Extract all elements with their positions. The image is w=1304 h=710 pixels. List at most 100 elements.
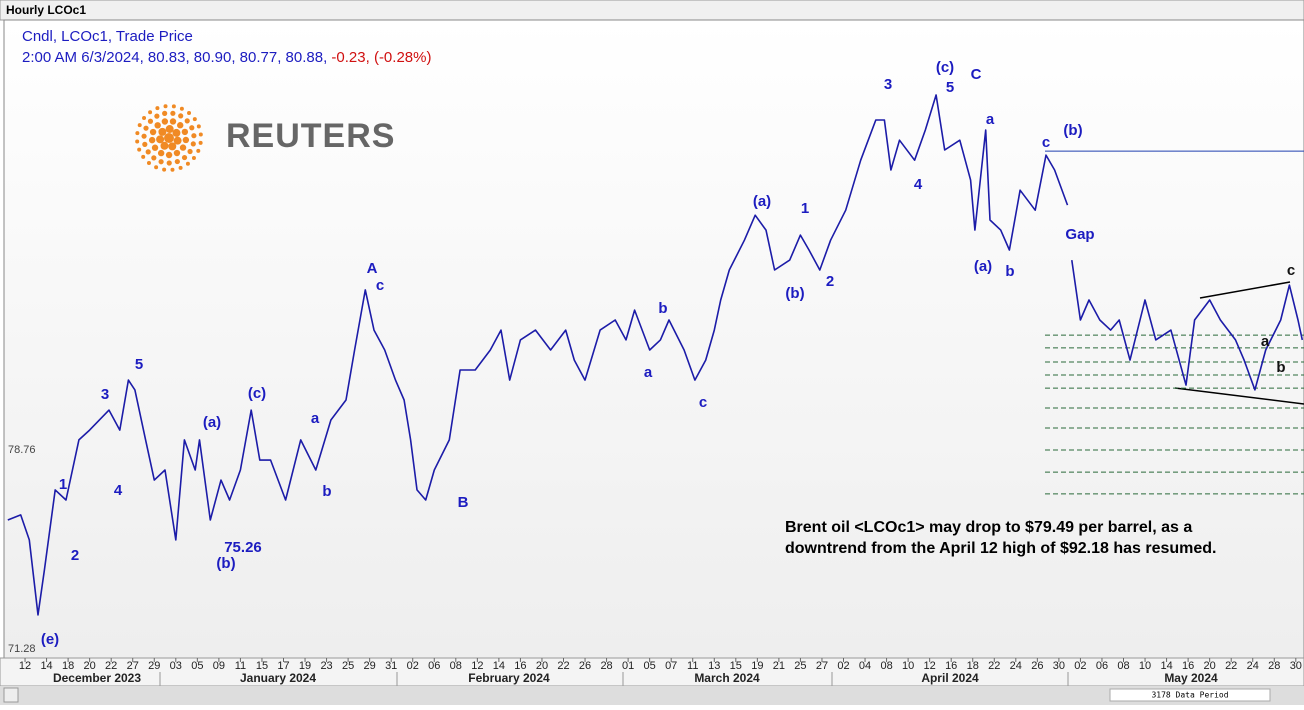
x-tick-label: 25 xyxy=(342,660,354,672)
x-tick-label: 06 xyxy=(1096,660,1108,672)
wave-label: (a) xyxy=(974,258,992,275)
x-tick-label: 15 xyxy=(256,660,268,672)
trend-line xyxy=(1199,281,1291,299)
x-tick-label: 05 xyxy=(191,660,203,672)
wave-label: b xyxy=(658,300,667,317)
x-tick-label: 25 xyxy=(794,660,806,672)
scroll-button[interactable] xyxy=(3,687,19,703)
wave-label: 4 xyxy=(114,482,123,499)
logo-dot xyxy=(168,142,177,151)
wave-label: (b) xyxy=(216,555,235,572)
trend-line xyxy=(1174,387,1304,405)
wave-label: C xyxy=(971,66,982,83)
logo-text: REUTERS xyxy=(226,117,395,155)
logo-dot xyxy=(142,141,148,147)
month-label: December 2023 xyxy=(53,671,141,685)
logo-dot xyxy=(184,118,190,124)
logo-dot xyxy=(141,154,146,159)
logo-dot xyxy=(151,155,157,161)
wave-label: (c) xyxy=(936,59,954,76)
logo-dot xyxy=(161,118,169,125)
x-tick-label: 08 xyxy=(880,660,892,672)
logo-dot xyxy=(137,147,142,152)
logo-dot xyxy=(178,113,184,119)
wave-label: (a) xyxy=(203,414,221,431)
x-tick-label: 22 xyxy=(988,660,1000,672)
y-tick-label: 71.28 xyxy=(8,643,36,655)
logo-dot xyxy=(170,167,175,172)
logo-dot xyxy=(189,125,195,131)
window-title: Hourly LCOc1 xyxy=(6,3,86,17)
logo-dot xyxy=(166,160,172,166)
wave-label: b xyxy=(1005,263,1014,280)
x-tick-label: 22 xyxy=(1225,660,1237,672)
logo-dot xyxy=(158,127,167,136)
x-tick-label: 26 xyxy=(579,660,591,672)
wave-label: a xyxy=(644,364,653,381)
logo-dot xyxy=(198,140,203,145)
logo-dot xyxy=(173,149,181,157)
x-tick-label: 27 xyxy=(127,660,139,672)
x-tick-label: 11 xyxy=(687,660,698,672)
x-tick-label: 04 xyxy=(859,660,871,672)
x-tick-label: 03 xyxy=(170,660,182,672)
x-tick-label: 13 xyxy=(708,660,720,672)
x-tick-label: 16 xyxy=(945,660,957,672)
logo-dot xyxy=(181,154,188,161)
logo-dot xyxy=(187,111,192,116)
logo-dot xyxy=(141,133,147,139)
logo-dot xyxy=(191,156,196,161)
x-tick-label: 12 xyxy=(924,660,936,672)
legend-quote: 2:00 AM 6/3/2024, 80.83, 80.90, 80.77, 8… xyxy=(22,49,431,66)
x-tick-label: 10 xyxy=(1139,660,1151,672)
wave-label: c xyxy=(1287,262,1295,279)
x-tick-label: 07 xyxy=(665,660,677,672)
x-tick-label: 27 xyxy=(816,660,828,672)
x-tick-label: 20 xyxy=(1204,660,1216,672)
logo-dot xyxy=(148,110,153,115)
x-tick-label: 19 xyxy=(299,660,311,672)
logo-dot xyxy=(135,139,140,144)
change: -0.23, (-0.28%) xyxy=(331,49,431,66)
wave-label: (c) xyxy=(248,385,266,402)
wave-label: c xyxy=(376,277,384,294)
month-label: April 2024 xyxy=(921,671,979,685)
logo-dot xyxy=(154,113,160,119)
logo-dot xyxy=(160,141,169,150)
wave-label: a xyxy=(311,410,320,427)
x-tick-label: 22 xyxy=(105,660,117,672)
logo-dot xyxy=(142,115,147,120)
logo-dot xyxy=(174,158,180,165)
wave-label: b xyxy=(322,483,331,500)
x-tick-label: 16 xyxy=(1182,660,1194,672)
wave-label: B xyxy=(458,494,469,511)
logo-dot xyxy=(172,128,181,137)
price-line xyxy=(7,94,1304,616)
x-tick-label: 02 xyxy=(1074,660,1086,672)
x-tick-label: 20 xyxy=(84,660,96,672)
x-tick-label: 15 xyxy=(730,660,742,672)
x-tick-label: 28 xyxy=(1268,660,1280,672)
x-tick-label: 26 xyxy=(1031,660,1043,672)
annotation: Brent oil <LCOc1> may drop to $79.49 per… xyxy=(785,519,1192,536)
x-tick-label: 28 xyxy=(600,660,612,672)
x-tick-label: 08 xyxy=(450,660,462,672)
wave-label: 1 xyxy=(801,200,809,217)
logo-dot xyxy=(158,159,164,165)
status-box xyxy=(1109,688,1271,702)
x-tick-label: 23 xyxy=(320,660,332,672)
x-tick-label: 19 xyxy=(751,660,763,672)
wave-label: A xyxy=(367,260,378,277)
logo-dot xyxy=(143,125,149,131)
wave-label: b xyxy=(1276,359,1285,376)
month-label: May 2024 xyxy=(1164,671,1218,685)
logo-dot xyxy=(162,167,167,172)
logo-dot xyxy=(198,132,203,137)
x-tick-label: 12 xyxy=(471,660,483,672)
logo-dot xyxy=(145,149,151,155)
wave-label: 3 xyxy=(884,76,892,93)
x-tick-label: 16 xyxy=(514,660,526,672)
logo-dot xyxy=(196,148,201,153)
